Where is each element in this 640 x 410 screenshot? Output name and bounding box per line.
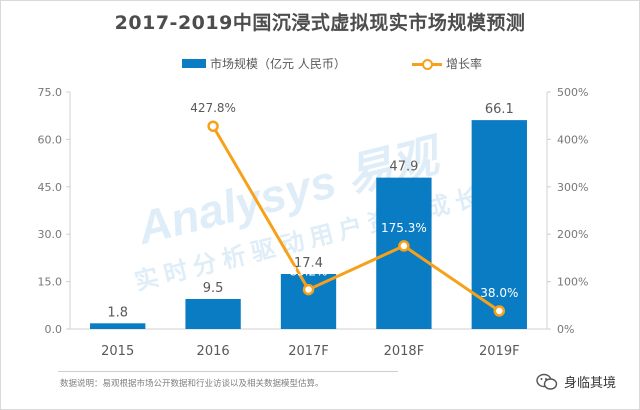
legend-label-market-size: 市场规模（亿元 人民币） [210,57,346,71]
growth-rate-line [211,125,501,313]
legend-bar-swatch [182,59,206,68]
left-tick-label: 30.0 [38,228,63,241]
left-tick-label: 15.0 [38,276,63,289]
legend-item-market-size: 市场规模（亿元 人民币） [182,55,346,72]
growth-rate-label: 427.8% [190,101,236,115]
x-tick-label: 2019F [479,344,520,359]
bar-value-label: 1.8 [107,305,128,320]
growth-rate-point [302,283,315,296]
growth-rate-label: 38.0% [480,286,518,300]
data-note: 数据说明：易观根据市场公开数据和行业访谈以及相关数据模型估算。 [60,379,324,389]
bar-value-label: 66.1 [485,102,514,117]
bar-value-label: 47.9 [389,160,418,175]
right-tick-label: 300% [557,181,588,194]
right-tick-label: 500% [557,86,588,99]
bar [90,323,146,329]
right-tick-label: 400% [557,133,588,146]
right-tick-label: 200% [557,228,588,241]
left-tick-label: 0.0 [45,323,63,336]
growth-rate-point [207,120,219,132]
left-tick-label: 45.0 [38,181,63,194]
x-tick-label: 2015 [101,344,134,359]
chart-legend: 市场规模（亿元 人民币） 增长率 [0,55,640,75]
growth-rate-point [493,305,506,317]
bar [280,274,337,329]
legend-item-growth-rate: 增长率 [412,55,482,72]
bar [471,120,527,330]
footer-rule [58,371,398,372]
bar-value-label: 17.4 [294,256,323,271]
footer-brand: 身临其境 [536,372,616,391]
chart-title: 2017-2019中国沉浸式虚拟现实市场规模预测 [114,12,526,34]
bar-value-label: 9.5 [203,281,224,296]
x-tick-label: 2017F [288,344,329,359]
left-tick-label: 75.0 [38,86,63,99]
bar [185,298,241,329]
footer-brand-name: 身临其境 [564,376,617,391]
growth-rate-label: 83.2% [289,265,327,279]
x-tick-label: 2018F [384,344,425,359]
growth-rate-point [398,240,410,252]
legend-label-growth-rate: 增长率 [446,57,483,71]
x-tick-label: 2016 [197,344,230,359]
growth-rate-label: 175.3% [381,221,427,235]
wechat-icon [536,373,558,390]
left-tick-label: 60.0 [38,133,63,146]
legend-line-swatch [412,58,442,70]
right-tick-label: 100% [557,276,588,289]
right-tick-label: 0% [557,323,574,336]
